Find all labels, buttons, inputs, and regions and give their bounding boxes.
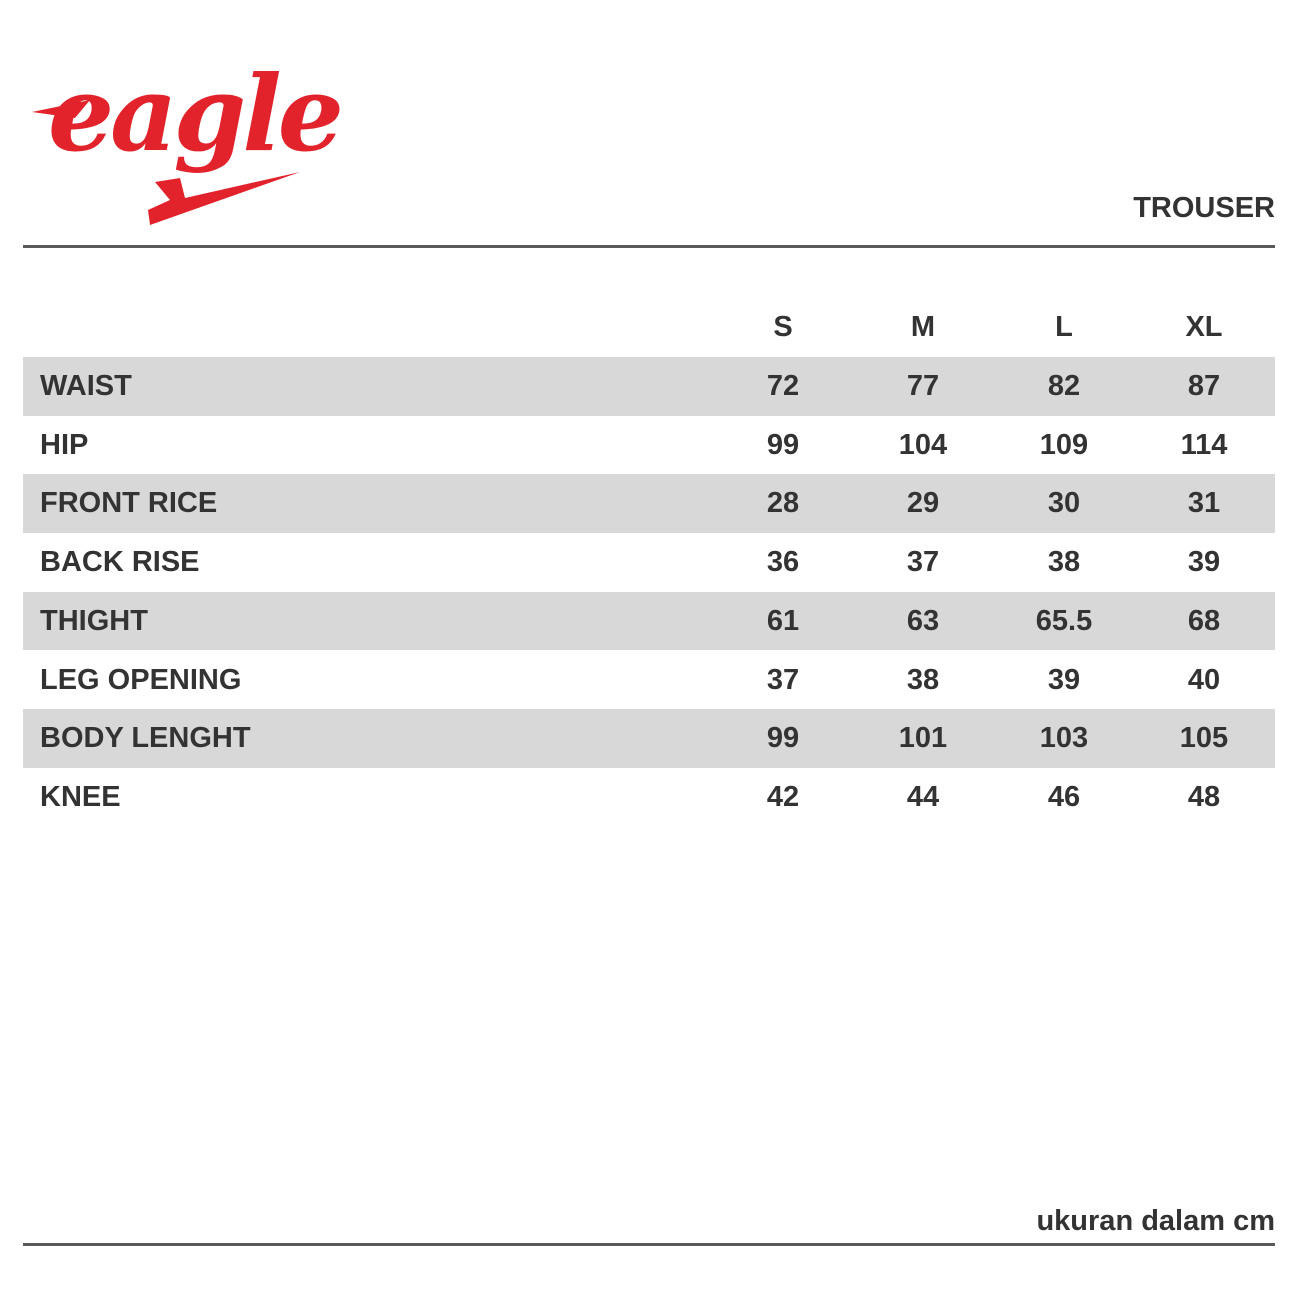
table-row: KNEE 42 44 46 48 bbox=[23, 768, 1275, 827]
cell-value: 38 bbox=[906, 663, 940, 696]
cell-value: 109 bbox=[1039, 428, 1089, 461]
row-label: WAIST bbox=[40, 370, 132, 402]
row-label: LEG OPENING bbox=[40, 663, 242, 696]
cell-value: 61 bbox=[766, 604, 800, 637]
logo-swoosh bbox=[32, 100, 300, 225]
column-header: XL bbox=[1185, 311, 1223, 344]
cell-value: 104 bbox=[898, 428, 948, 461]
cell-value: 36 bbox=[766, 546, 800, 579]
cell-value: 28 bbox=[766, 487, 800, 520]
cell-value: 42 bbox=[766, 780, 800, 813]
cell-value: 48 bbox=[1187, 780, 1221, 813]
cell-value: 99 bbox=[766, 722, 800, 755]
table-row: BODY LENGHT 99 101 103 105 bbox=[23, 709, 1275, 768]
table-row: HIP 99 104 109 114 bbox=[23, 416, 1275, 475]
unit-note: ukuran dalam cm bbox=[1036, 1205, 1275, 1237]
cell-value: 38 bbox=[1047, 546, 1081, 579]
table-row: BACK RISE 36 37 38 39 bbox=[23, 533, 1275, 592]
cell-value: 99 bbox=[766, 428, 800, 461]
table-row: FRONT RICE 28 29 30 31 bbox=[23, 474, 1275, 534]
header-rule bbox=[23, 245, 1275, 248]
cell-value: 65.5 bbox=[1035, 604, 1093, 637]
title: TROUSER bbox=[1133, 192, 1275, 224]
cell-value: 105 bbox=[1179, 722, 1229, 755]
cell-value: 39 bbox=[1187, 546, 1221, 579]
cell-value: 77 bbox=[906, 370, 940, 402]
cell-value: 68 bbox=[1187, 604, 1221, 637]
table-row: WAIST 72 77 82 87 bbox=[23, 357, 1275, 416]
header-row: S M L XL bbox=[23, 298, 1275, 357]
row-label: BODY LENGHT bbox=[40, 722, 251, 755]
cell-value: 37 bbox=[766, 663, 800, 696]
table-row: LEG OPENING 37 38 39 40 bbox=[23, 651, 1275, 710]
column-header: S bbox=[773, 311, 793, 344]
table-row: THIGHT 61 63 65.5 68 bbox=[23, 591, 1275, 651]
cell-value: 39 bbox=[1047, 663, 1081, 696]
column-header: L bbox=[1055, 311, 1073, 344]
row-label: BACK RISE bbox=[40, 546, 200, 579]
row-label: KNEE bbox=[40, 780, 121, 813]
cell-value: 44 bbox=[906, 780, 940, 813]
cell-value: 46 bbox=[1047, 780, 1081, 813]
cell-value: 31 bbox=[1187, 487, 1221, 520]
row-label: HIP bbox=[40, 428, 89, 461]
column-header: M bbox=[910, 311, 936, 344]
cell-value: 87 bbox=[1187, 370, 1221, 402]
cell-value: 114 bbox=[1180, 428, 1228, 461]
cell-value: 103 bbox=[1039, 722, 1089, 755]
cell-value: 72 bbox=[766, 370, 800, 402]
cell-value: 37 bbox=[906, 546, 940, 579]
cell-value: 63 bbox=[906, 604, 940, 637]
footer-rule bbox=[23, 1243, 1275, 1246]
cell-value: 30 bbox=[1047, 487, 1081, 520]
row-label: FRONT RICE bbox=[40, 487, 218, 520]
cell-value: 82 bbox=[1047, 370, 1081, 402]
logo: eagle bbox=[48, 52, 344, 175]
cell-value: 29 bbox=[906, 487, 940, 520]
cell-value: 101 bbox=[898, 722, 948, 755]
cell-value: 40 bbox=[1187, 663, 1221, 696]
row-label: THIGHT bbox=[40, 604, 148, 637]
